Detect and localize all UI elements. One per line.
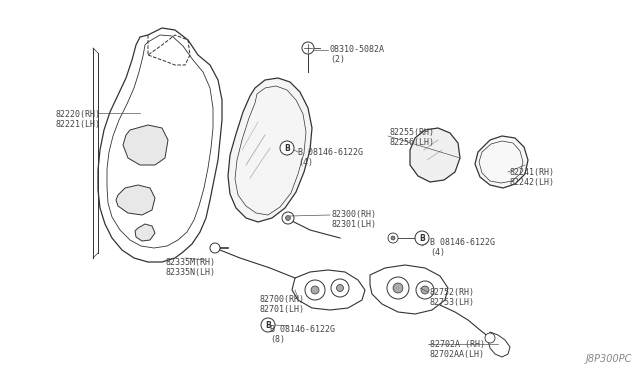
Polygon shape	[475, 136, 528, 188]
Polygon shape	[488, 332, 510, 357]
Text: 82300(RH)
82301(LH): 82300(RH) 82301(LH)	[332, 210, 377, 230]
Polygon shape	[370, 265, 448, 314]
Circle shape	[337, 285, 344, 292]
Text: 82220(RH)
82221(LH): 82220(RH) 82221(LH)	[55, 110, 100, 129]
Circle shape	[311, 286, 319, 294]
Circle shape	[416, 281, 434, 299]
Polygon shape	[123, 125, 168, 165]
Circle shape	[393, 283, 403, 293]
Polygon shape	[98, 28, 222, 262]
Polygon shape	[116, 185, 155, 215]
Circle shape	[331, 279, 349, 297]
Text: B 08146-6122G
(4): B 08146-6122G (4)	[430, 238, 495, 257]
Circle shape	[485, 333, 495, 343]
Circle shape	[421, 286, 429, 294]
Circle shape	[285, 215, 291, 221]
Polygon shape	[228, 78, 312, 222]
Circle shape	[282, 212, 294, 224]
Circle shape	[261, 318, 275, 332]
Circle shape	[391, 236, 395, 240]
Circle shape	[210, 243, 220, 253]
Text: 82752(RH)
82753(LH): 82752(RH) 82753(LH)	[430, 288, 475, 307]
Circle shape	[388, 233, 398, 243]
Text: B 08146-6122G
(4): B 08146-6122G (4)	[298, 148, 363, 167]
Circle shape	[387, 277, 409, 299]
Polygon shape	[410, 128, 460, 182]
Text: B: B	[265, 321, 271, 330]
Text: B: B	[284, 144, 290, 153]
Circle shape	[415, 231, 429, 245]
Circle shape	[280, 141, 294, 155]
Text: 08310-5082A
(2): 08310-5082A (2)	[330, 45, 385, 64]
Polygon shape	[135, 224, 155, 241]
Text: J8P300PC: J8P300PC	[586, 354, 632, 364]
Text: 82335M(RH)
82335N(LH): 82335M(RH) 82335N(LH)	[165, 258, 215, 278]
Polygon shape	[292, 270, 365, 310]
Text: 82700(RH)
82701(LH): 82700(RH) 82701(LH)	[260, 295, 305, 314]
Text: 82702A (RH)
82702AA(LH): 82702A (RH) 82702AA(LH)	[430, 340, 485, 359]
Circle shape	[302, 42, 314, 54]
Text: 82241(RH)
82242(LH): 82241(RH) 82242(LH)	[510, 168, 555, 187]
Circle shape	[305, 280, 325, 300]
Text: 82255(RH)
82256(LH): 82255(RH) 82256(LH)	[390, 128, 435, 147]
Text: B: B	[419, 234, 425, 243]
Text: B 08146-6122G
(8): B 08146-6122G (8)	[270, 325, 335, 344]
